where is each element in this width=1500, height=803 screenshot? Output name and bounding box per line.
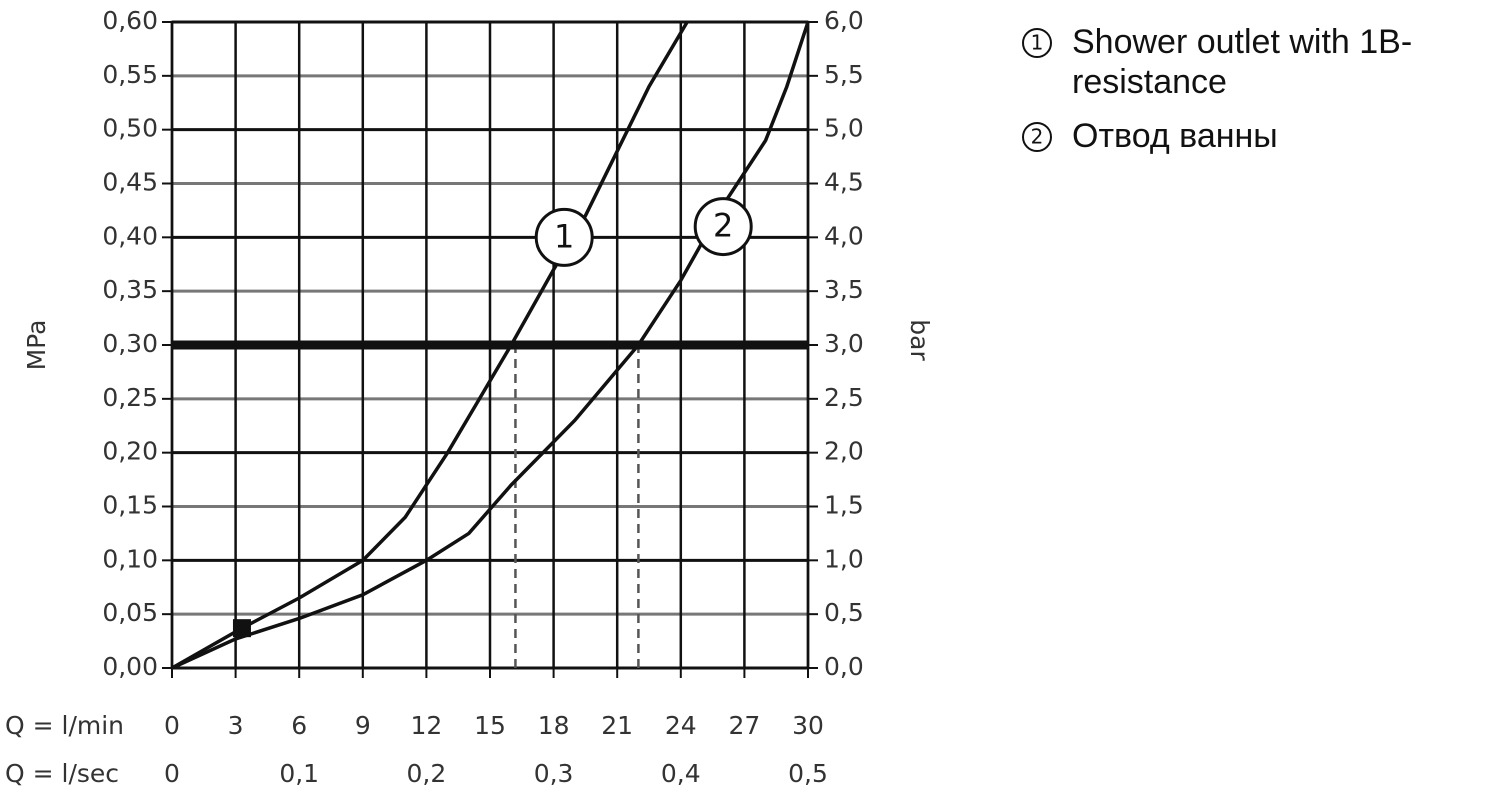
y-tick-label: 0,10 xyxy=(102,544,158,573)
x2-axis-title: Q = l/sec xyxy=(5,759,119,788)
legend-label: Отвод ванны xyxy=(1072,117,1278,155)
badge-label: 1 xyxy=(1031,31,1044,55)
y-tick-label: 0,55 xyxy=(102,60,158,89)
x2-tick-label: 0 xyxy=(164,759,180,788)
legend: 1 Shower outlet with 1B-resistance 2 Отвод … xyxy=(1020,22,1490,170)
x-tick-label: 15 xyxy=(474,711,506,740)
x-tick-label: 9 xyxy=(355,711,371,740)
x-tick-label: 30 xyxy=(792,711,824,740)
x-tick-label: 0 xyxy=(164,711,180,740)
y2-tick-label: 3,5 xyxy=(824,275,864,304)
y2-tick-label: 1,5 xyxy=(824,491,864,520)
y2-tick-label: 0,0 xyxy=(824,652,864,681)
y2-tick-label: 2,5 xyxy=(824,383,864,412)
badge-circle xyxy=(1022,28,1052,58)
point-marker xyxy=(232,619,251,638)
y-tick-label: 0,00 xyxy=(102,652,158,681)
legend-marker: 1 xyxy=(1022,28,1052,58)
legend-item: 1 Shower outlet with 1B-resistance xyxy=(1020,22,1490,102)
x2-tick-label: 0,1 xyxy=(279,759,319,788)
x2-tick-label: 0,3 xyxy=(534,759,574,788)
y-tick-label: 0,40 xyxy=(102,221,158,250)
y2-tick-label: 5,0 xyxy=(824,114,864,143)
x2-tick-label: 0,4 xyxy=(661,759,701,788)
x-tick-label: 24 xyxy=(665,711,697,740)
line-series xyxy=(171,21,810,670)
badge-label: 2 xyxy=(1031,125,1044,149)
y2-tick-label: 0,5 xyxy=(824,598,864,627)
y2-tick-label: 3,0 xyxy=(824,329,864,358)
y-tick-label: 0,35 xyxy=(102,275,158,304)
x-tick-label: 21 xyxy=(601,711,633,740)
x2-tick-label: 0,2 xyxy=(407,759,447,788)
x-tick-label: 18 xyxy=(538,711,570,740)
y2-tick-label: 1,0 xyxy=(824,544,864,573)
legend-item: 2 Отвод ванны xyxy=(1020,116,1490,156)
y2-tick-label: 6,0 xyxy=(824,6,864,35)
x-tick-label: 12 xyxy=(410,711,442,740)
chart: 0,000,050,100,150,200,250,300,350,400,45… xyxy=(5,6,934,788)
y-tick-label: 0,25 xyxy=(102,383,158,412)
x-tick-label: 6 xyxy=(291,711,307,740)
y2-tick-label: 4,0 xyxy=(824,221,864,250)
y2-tick-label: 5,5 xyxy=(824,60,864,89)
badge-circle xyxy=(693,197,753,257)
y2-tick-label: 4,5 xyxy=(824,168,864,197)
x-tick-label: 27 xyxy=(728,711,760,740)
y-axis-title: MPa xyxy=(22,320,51,371)
x-axis-title: Q = l/min xyxy=(5,711,124,740)
badge-label: 2 xyxy=(713,207,733,245)
y-tick-label: 0,60 xyxy=(102,6,158,35)
y-tick-label: 0,50 xyxy=(102,114,158,143)
x2-tick-label: 0,5 xyxy=(788,759,828,788)
y-tick-label: 0,20 xyxy=(102,437,158,466)
y-tick-label: 0,15 xyxy=(102,491,158,520)
y-tick-label: 0,05 xyxy=(102,598,158,627)
y-tick-label: 0,30 xyxy=(102,329,158,358)
y2-axis-title: bar xyxy=(905,319,934,361)
legend-marker: 2 xyxy=(1022,122,1052,152)
badge-circle xyxy=(534,207,594,267)
y-tick-label: 0,45 xyxy=(102,168,158,197)
x-tick-label: 3 xyxy=(228,711,244,740)
y2-tick-label: 2,0 xyxy=(824,437,864,466)
line-series xyxy=(171,21,689,670)
legend-label: Shower outlet with 1B-resistance xyxy=(1072,23,1413,101)
badge-label: 1 xyxy=(554,217,574,255)
badge-circle xyxy=(1022,122,1052,152)
